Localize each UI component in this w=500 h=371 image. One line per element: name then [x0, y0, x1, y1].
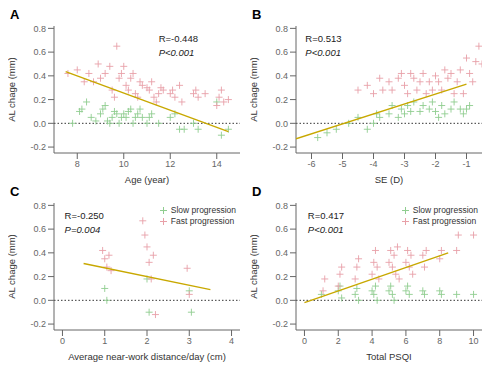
svg-text:P<0.001: P<0.001: [305, 47, 341, 58]
html-text:B: B: [252, 7, 262, 22]
html-text:Fast progression: Fast progression: [170, 216, 235, 226]
svg-text:0: 0: [60, 336, 65, 346]
svg-text:-2: -2: [431, 159, 439, 169]
svg-text:AL chage (mm): AL chage (mm): [250, 234, 259, 299]
html-text:Slow progression: Slow progression: [412, 205, 478, 215]
svg-text:10: 10: [469, 336, 479, 346]
svg-text:0.6: 0.6: [275, 47, 288, 57]
html-text:A: A: [10, 7, 20, 22]
svg-text:Average near-work distance/day: Average near-work distance/day (cm): [68, 351, 226, 362]
svg-text:R=-0.448: R=-0.448: [159, 33, 198, 44]
svg-text:0.8: 0.8: [33, 24, 46, 34]
svg-text:8: 8: [75, 159, 80, 169]
svg-text:0.8: 0.8: [275, 201, 288, 211]
svg-text:4: 4: [229, 336, 234, 346]
svg-text:-4: -4: [369, 159, 377, 169]
svg-text:0.2: 0.2: [275, 272, 288, 282]
svg-text:0.2: 0.2: [33, 95, 46, 105]
svg-text:R=-0.250: R=-0.250: [65, 210, 104, 221]
svg-text:0.0: 0.0: [275, 119, 288, 129]
svg-text:SE (D): SE (D): [375, 174, 404, 185]
svg-text:0: 0: [302, 336, 307, 346]
svg-text:AL chage (mm): AL chage (mm): [8, 57, 17, 122]
svg-text:Age (year): Age (year): [125, 174, 169, 185]
svg-text:P=0.004: P=0.004: [65, 224, 101, 235]
svg-text:R=0.417: R=0.417: [308, 210, 344, 221]
svg-text:0.8: 0.8: [33, 201, 46, 211]
svg-text:12: 12: [165, 159, 175, 169]
html-text:Slow progression: Slow progression: [170, 205, 236, 215]
svg-text:-1: -1: [462, 159, 470, 169]
svg-text:-0.2: -0.2: [30, 142, 46, 152]
svg-text:-3: -3: [400, 159, 408, 169]
svg-text:Total PSQI: Total PSQI: [366, 351, 411, 362]
svg-text:0.8: 0.8: [275, 24, 288, 34]
svg-text:0.4: 0.4: [275, 71, 288, 81]
svg-text:0.2: 0.2: [275, 95, 288, 105]
svg-text:0.4: 0.4: [33, 71, 46, 81]
svg-text:4: 4: [370, 336, 375, 346]
svg-text:-0.2: -0.2: [272, 142, 288, 152]
html-text:Fast progression: Fast progression: [412, 216, 477, 226]
svg-text:-0.2: -0.2: [30, 319, 46, 329]
html-text:C: C: [10, 184, 20, 199]
svg-text:8: 8: [437, 336, 442, 346]
svg-text:0.6: 0.6: [33, 47, 46, 57]
svg-text:1: 1: [102, 336, 107, 346]
svg-text:10: 10: [119, 159, 129, 169]
svg-text:AL chage (mm): AL chage (mm): [250, 57, 259, 122]
svg-text:0.4: 0.4: [33, 248, 46, 258]
svg-text:6: 6: [403, 336, 408, 346]
svg-text:P<0.001: P<0.001: [308, 224, 344, 235]
svg-text:P<0.001: P<0.001: [159, 47, 195, 58]
svg-text:0.0: 0.0: [275, 296, 288, 306]
svg-text:0.0: 0.0: [33, 296, 46, 306]
svg-text:-6: -6: [307, 159, 315, 169]
svg-text:AL chage (mm): AL chage (mm): [8, 234, 17, 299]
svg-text:0.0: 0.0: [33, 119, 46, 129]
html-text:D: D: [252, 184, 262, 199]
svg-text:0.4: 0.4: [275, 248, 288, 258]
svg-text:2: 2: [336, 336, 341, 346]
svg-text:3: 3: [187, 336, 192, 346]
svg-text:0.6: 0.6: [275, 224, 288, 234]
svg-text:2: 2: [144, 336, 149, 346]
svg-text:-0.2: -0.2: [272, 319, 288, 329]
svg-text:14: 14: [212, 159, 222, 169]
svg-text:R=0.513: R=0.513: [305, 33, 341, 44]
svg-text:-5: -5: [338, 159, 346, 169]
svg-text:0.2: 0.2: [33, 272, 46, 282]
svg-text:0.6: 0.6: [33, 224, 46, 234]
